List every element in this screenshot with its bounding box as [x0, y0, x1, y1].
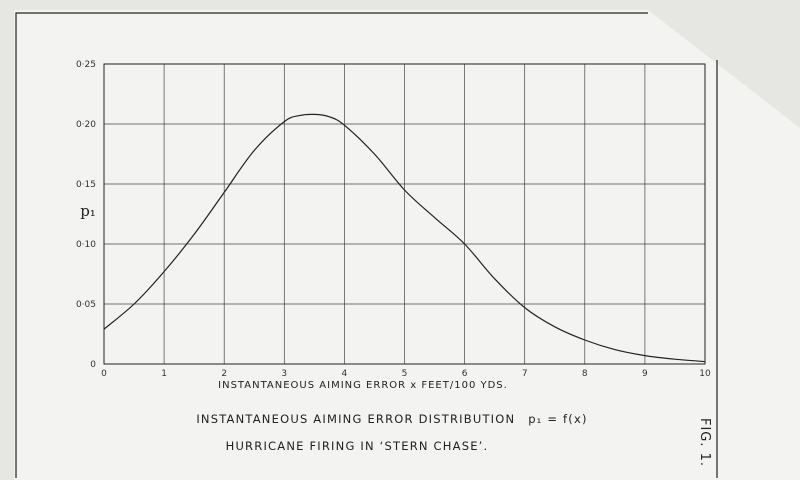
- x-tick-label: 10: [699, 369, 711, 379]
- x-tick-label: 9: [642, 369, 648, 379]
- outer-frame: [15, 12, 648, 478]
- chart-title-formula: p₁ = f(x): [528, 412, 587, 426]
- x-axis-label: INSTANTANEOUS AIMING ERROR x FEET/100 YD…: [218, 380, 508, 391]
- plot-border: [103, 63, 706, 365]
- x-tick-labels: 0 1 2 3 4 5 6 7 8 9 10: [101, 369, 711, 379]
- grid-lines: [104, 64, 705, 364]
- x-tick-label: 2: [221, 369, 227, 379]
- x-tick-label: 8: [582, 369, 588, 379]
- y-tick-label: 0: [90, 360, 96, 370]
- figure-label: FIG. 1.: [697, 418, 712, 467]
- y-tick-label: 0·10: [76, 240, 96, 250]
- distribution-curve: [103, 113, 706, 363]
- x-tick-label: 0: [101, 369, 107, 379]
- chart-title-text: INSTANTANEOUS AIMING ERROR DISTRIBUTION: [196, 412, 515, 426]
- x-tick-label: 3: [281, 369, 287, 379]
- y-tick-label: 0·20: [76, 120, 96, 130]
- paper-sheet: [14, 10, 800, 480]
- x-tick-label: 5: [402, 369, 408, 379]
- y-tick-label: 0·05: [76, 300, 96, 310]
- y-tick-labels: 0 0·05 0·10 0·15 0·20 0·25: [76, 60, 96, 370]
- x-tick-label: 7: [522, 369, 528, 379]
- x-tick-label: 6: [462, 369, 468, 379]
- x-tick-label: 1: [161, 369, 167, 379]
- y-axis-label: p₁: [80, 202, 96, 220]
- y-tick-label: 0·15: [76, 180, 96, 190]
- chart-title: INSTANTANEOUS AIMING ERROR DISTRIBUTION …: [196, 412, 587, 426]
- x-tick-label: 4: [342, 369, 348, 379]
- y-tick-label: 0·25: [76, 60, 96, 70]
- chart-subtitle: HURRICANE FIRING IN ‘STERN CHASE’.: [226, 439, 489, 453]
